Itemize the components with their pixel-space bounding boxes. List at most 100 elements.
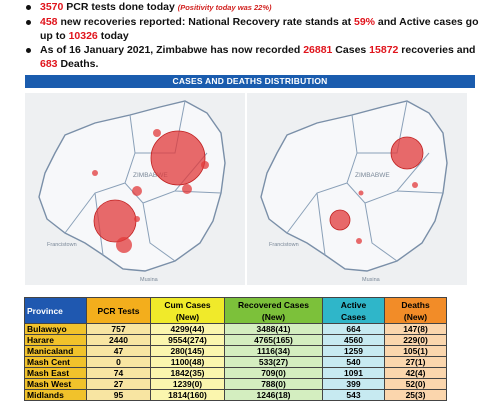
cell-rec: 788(0) [224,378,323,390]
table-row: Midlands 95 1814(160) 1246(18) 543 25(3) [24,389,447,401]
table-row: Mash East 74 1842(35) 709(0) 1091 42(4) [24,367,447,379]
bullet-dot [26,20,31,25]
cell-rec: 1246(18) [224,389,323,401]
cell-province: Midlands [24,389,87,401]
cell-cum: 1239(0) [150,378,225,390]
province-table: Province PCR Tests Cum Cases (New) Recove… [24,297,447,401]
totals-text-b: recoveries and [398,44,476,56]
cell-dea: 42(4) [384,367,447,379]
total-recoveries: 15872 [369,44,399,56]
bullet-dot [26,48,31,53]
cases-map: ZIMBABWE Francistown Musina [25,93,245,285]
cell-pcr: 95 [86,389,151,401]
bubble-bulawayo [93,199,137,243]
cell-act: 1091 [322,367,385,379]
header-cum-2: (New) [175,311,200,322]
header-rec: Recovered Cases (New) [224,297,323,324]
cell-dea: 27(1) [384,356,447,368]
cell-cum: 1814(160) [150,389,225,401]
map-label-bottom: Musina [140,277,159,283]
total-deaths: 683 [40,58,58,70]
recoveries-text-c: today [97,30,129,42]
bubble-midlands [356,238,362,244]
table-row: Manicaland 47 280(145) 1116(34) 1259 105… [24,345,447,357]
bubble-mash-west [358,190,364,196]
bubble-bulawayo [329,209,351,231]
table-header-row: Province PCR Tests Cum Cases (New) Recove… [24,297,447,324]
active-count: 10326 [68,30,98,42]
header-cum-1: Cum Cases [164,299,211,310]
cell-rec: 3488(41) [224,323,323,335]
cell-rec: 709(0) [224,367,323,379]
header-dea-1: Deaths [401,299,430,310]
bubble-harare [390,136,424,170]
cell-dea: 147(8) [384,323,447,335]
bubble-manicaland [412,182,418,188]
cell-act: 540 [322,356,385,368]
table-row: Mash Cent 0 1100(48) 533(27) 540 27(1) [24,356,447,368]
cell-pcr: 757 [86,323,151,335]
map-label-country: ZIMBABWE [133,172,168,179]
recoveries-count: 458 [40,16,58,28]
bubble-minor-2 [134,216,140,222]
cell-province: Manicaland [24,345,87,357]
total-cases: 26881 [303,44,333,56]
deaths-map-svg: ZIMBABWE Francistown Musina [247,93,467,285]
cell-dea: 25(3) [384,389,447,401]
deaths-label: Deaths. [57,58,99,70]
cases-label: Cases [332,44,370,56]
bubble-minor-1 [92,170,98,176]
bubble-harare [150,130,206,186]
cell-cum: 1100(48) [150,356,225,368]
cell-act: 543 [322,389,385,401]
recovery-rate: 59% [353,16,375,28]
bullet-totals: As of 16 January 2021, Zimbabwe has now … [22,43,492,71]
cases-map-svg: ZIMBABWE Francistown Musina [25,93,245,285]
cell-province: Harare [24,334,87,346]
cell-act: 399 [322,378,385,390]
cell-pcr: 2440 [86,334,151,346]
cell-province: Mash East [24,367,87,379]
cell-rec: 1116(34) [224,345,323,357]
header-rec-1: Recovered Cases [238,299,309,310]
map-label-city: Francistown [47,242,77,248]
bullet-pcr-tests: 3570 PCR tests done today (Positivity to… [22,0,492,15]
header-province: Province [24,297,87,324]
section-banner: CASES AND DEATHS DISTRIBUTION [25,75,475,88]
cell-cum: 280(145) [150,345,225,357]
map-label-bottom: Musina [362,277,381,283]
table-row: Harare 2440 9554(274) 4765(165) 4560 229… [24,334,447,346]
table-row: Mash West 27 1239(0) 788(0) 399 52(0) [24,378,447,390]
pcr-text: PCR tests done today [63,1,178,13]
deaths-map: ZIMBABWE Francistown Musina [247,93,467,285]
cell-rec: 4765(165) [224,334,323,346]
header-pcr: PCR Tests [86,297,151,324]
totals-text-a: As of 16 January 2021, Zimbabwe has now … [40,44,304,56]
cell-act: 4560 [322,334,385,346]
header-dea: Deaths (New) [384,297,447,324]
cell-cum: 4299(44) [150,323,225,335]
recoveries-text-a: new recoveries reported: National Recove… [57,16,354,28]
cell-cum: 9554(274) [150,334,225,346]
cell-dea: 52(0) [384,378,447,390]
header-act-1: Active [340,299,367,310]
bullet-recoveries: 458 new recoveries reported: National Re… [22,15,492,43]
header-dea-2: (New) [403,311,428,322]
cell-rec: 533(27) [224,356,323,368]
recoveries-text-b: and Active cases go up to [40,16,479,42]
cell-province: Mash Cent [24,356,87,368]
cell-act: 1259 [322,345,385,357]
positivity-note: (Positivity today was 22%) [177,3,272,12]
bubble-midlands [116,237,132,253]
cell-pcr: 74 [86,367,151,379]
cell-province: Bulawayo [24,323,87,335]
cell-pcr: 47 [86,345,151,357]
bubble-mash-east [201,161,209,169]
cell-pcr: 0 [86,356,151,368]
cell-dea: 229(0) [384,334,447,346]
summary-bullets: 3570 PCR tests done today (Positivity to… [22,0,492,71]
header-act: Active Cases [322,297,385,324]
map-label-city: Francistown [269,242,299,248]
bullet-dot [26,5,31,10]
header-act-2: Cases [340,311,367,322]
